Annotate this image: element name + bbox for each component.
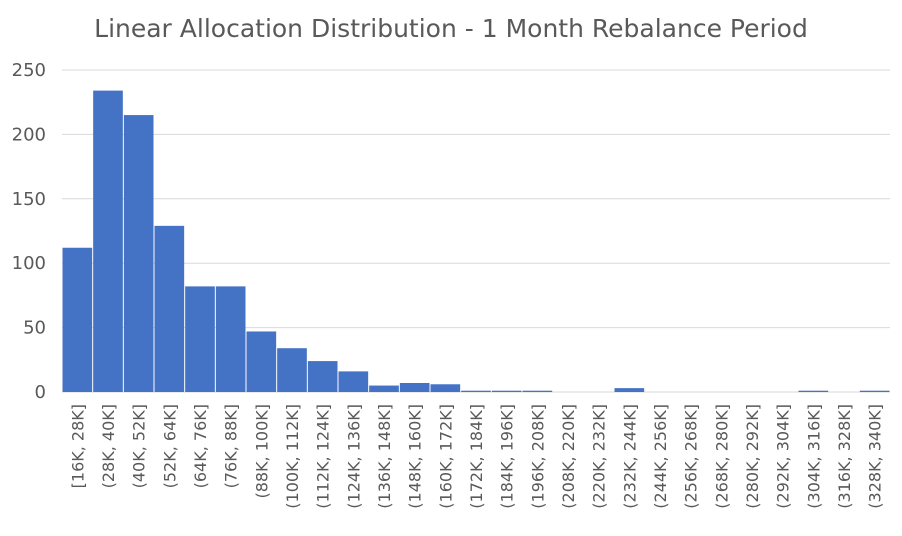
bar-13	[461, 390, 491, 392]
x-tick-label: (172K, 184K]	[467, 404, 486, 509]
x-tick-label: (244K, 256K]	[651, 404, 670, 509]
x-tick-label: (220K, 232K]	[590, 404, 609, 509]
bar-12	[430, 384, 461, 392]
bar-3	[154, 225, 185, 392]
x-tick-label: (52K, 64K]	[160, 404, 179, 488]
x-tick-label: (256K, 268K]	[682, 404, 701, 509]
y-tick-label: 150	[12, 189, 46, 210]
x-tick-label: (100K, 112K]	[283, 404, 302, 509]
bar-18	[614, 388, 645, 392]
bar-15	[522, 390, 553, 392]
x-tick-label: (160K, 172K]	[436, 404, 455, 509]
x-tick-label: (136K, 148K]	[375, 404, 394, 509]
chart-title: Linear Allocation Distribution - 1 Month…	[94, 14, 808, 43]
bar-5	[215, 286, 246, 392]
x-tick-label: (64K, 76K]	[191, 404, 210, 488]
x-tick-label: (184K, 196K]	[498, 404, 517, 509]
y-tick-label: 200	[12, 124, 46, 145]
x-tick-label: (280K, 292K]	[743, 404, 762, 509]
bar-10	[369, 385, 399, 392]
bar-11	[399, 382, 430, 392]
x-tick-label: [16K, 28K]	[68, 404, 87, 488]
x-tick-label: (76K, 88K]	[222, 404, 241, 488]
bar-2	[123, 115, 154, 392]
x-tick-label: (268K, 280K]	[712, 404, 731, 509]
y-tick-label: 250	[12, 60, 46, 81]
bar-26	[859, 390, 890, 392]
bar-24	[798, 390, 829, 392]
x-tick-label: (28K, 40K]	[99, 404, 118, 488]
x-tick-label: (88K, 100K]	[252, 404, 271, 499]
bars	[62, 90, 890, 392]
bar-0	[62, 247, 93, 392]
x-tick-label: (40K, 52K]	[130, 404, 149, 488]
x-tick-label: (232K, 244K]	[620, 404, 639, 509]
x-axis-ticks: [16K, 28K] (28K, 40K] (40K, 52K] (52K, 64K]…	[68, 404, 884, 509]
bar-14	[491, 390, 522, 392]
bar-7	[277, 348, 307, 392]
bar-1	[93, 90, 123, 392]
x-tick-label: (208K, 220K]	[559, 404, 578, 509]
x-tick-label: (316K, 328K]	[835, 404, 854, 509]
y-tick-label: 100	[12, 253, 46, 274]
x-tick-label: (328K, 340K]	[866, 404, 885, 509]
x-tick-label: (292K, 304K]	[774, 404, 793, 509]
x-tick-label: (124K, 136K]	[344, 404, 363, 509]
bar-9	[338, 371, 369, 392]
x-tick-label: (304K, 316K]	[804, 404, 823, 509]
bar-6	[246, 331, 277, 392]
x-tick-label: (148K, 160K]	[406, 404, 425, 509]
x-tick-label: (196K, 208K]	[528, 404, 547, 509]
bar-4	[185, 286, 215, 392]
bar-8	[307, 361, 338, 392]
x-tick-label: (112K, 124K]	[314, 404, 333, 509]
y-tick-label: 50	[23, 318, 46, 339]
y-axis-ticks: 0 50 100 150 200 250	[12, 60, 46, 403]
y-tick-label: 0	[35, 382, 46, 403]
